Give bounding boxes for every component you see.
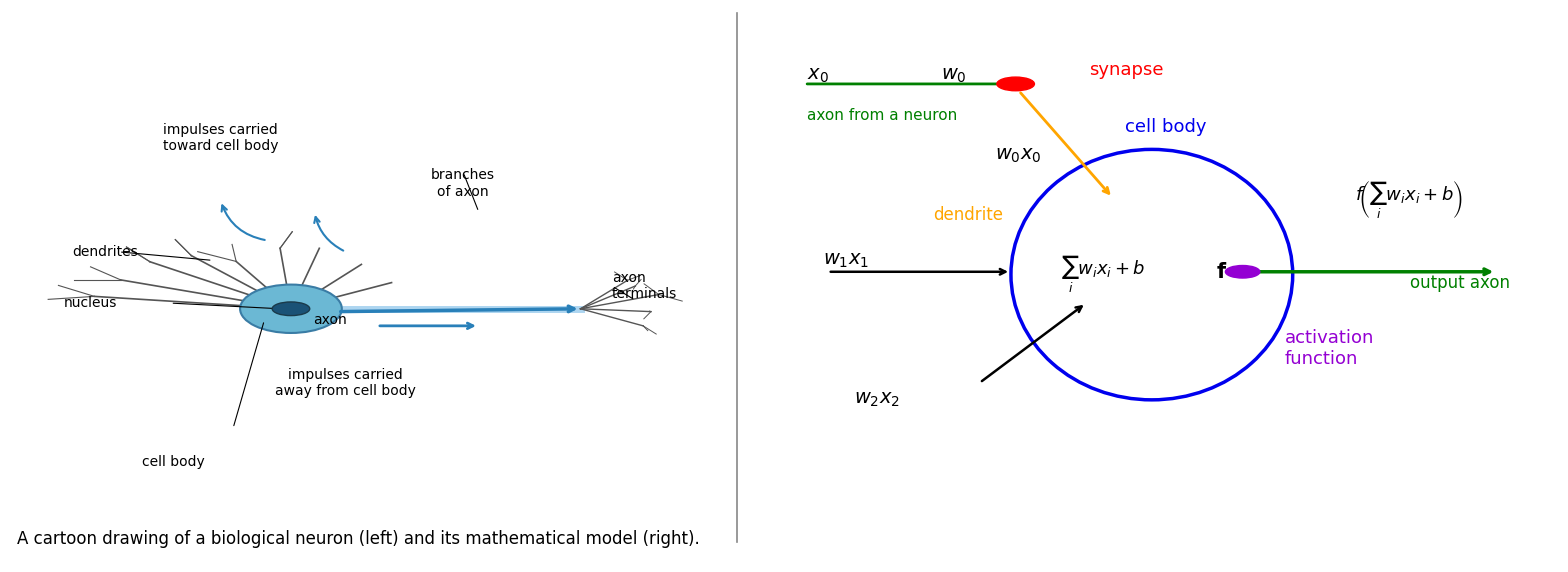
Text: nucleus: nucleus bbox=[64, 296, 118, 310]
Text: $\sum_i w_i x_i + b$: $\sum_i w_i x_i + b$ bbox=[1062, 254, 1146, 295]
Text: $w_0$: $w_0$ bbox=[941, 66, 966, 85]
Text: $w_2x_2$: $w_2x_2$ bbox=[855, 390, 900, 410]
Text: impulses carried
away from cell body: impulses carried away from cell body bbox=[276, 368, 416, 398]
Text: cell body: cell body bbox=[143, 455, 205, 470]
Text: output axon: output axon bbox=[1410, 274, 1510, 292]
Text: $f\!\left(\sum_i w_i x_i + b\right)$: $f\!\left(\sum_i w_i x_i + b\right)$ bbox=[1355, 180, 1463, 221]
Text: $w_1x_1$: $w_1x_1$ bbox=[823, 251, 869, 270]
Text: synapse: synapse bbox=[1090, 61, 1163, 79]
Text: axon: axon bbox=[314, 313, 347, 327]
Text: branches
of axon: branches of axon bbox=[431, 168, 495, 198]
Text: axon
terminals: axon terminals bbox=[612, 271, 677, 301]
Text: dendrite: dendrite bbox=[933, 206, 1002, 224]
Circle shape bbox=[273, 302, 310, 316]
Circle shape bbox=[1226, 265, 1259, 278]
Text: $\mathbf{f}$: $\mathbf{f}$ bbox=[1217, 262, 1228, 282]
Text: cell body: cell body bbox=[1126, 118, 1207, 136]
Ellipse shape bbox=[240, 285, 342, 333]
Text: impulses carried
toward cell body: impulses carried toward cell body bbox=[163, 123, 278, 153]
Text: $w_0x_0$: $w_0x_0$ bbox=[996, 146, 1041, 165]
Text: dendrites: dendrites bbox=[72, 245, 138, 259]
Ellipse shape bbox=[1011, 149, 1292, 400]
Text: axon from a neuron: axon from a neuron bbox=[808, 108, 958, 123]
Text: $x_0$: $x_0$ bbox=[808, 66, 829, 85]
Text: activation
function: activation function bbox=[1284, 329, 1374, 368]
Circle shape bbox=[997, 77, 1035, 91]
Text: A cartoon drawing of a biological neuron (left) and its mathematical model (righ: A cartoon drawing of a biological neuron… bbox=[17, 530, 699, 548]
